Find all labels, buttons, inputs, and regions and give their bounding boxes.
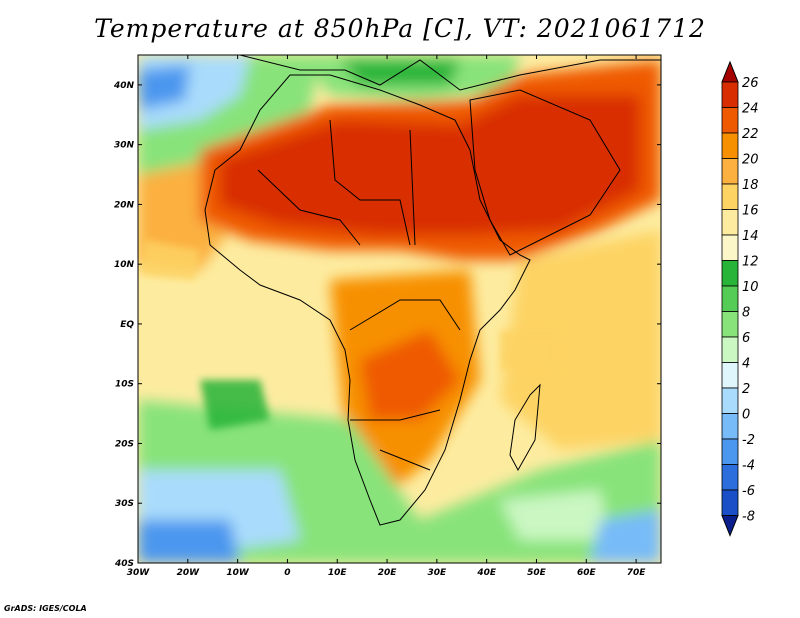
lon-tick-label: 70E bbox=[627, 568, 647, 578]
colorbar-max-triangle bbox=[721, 60, 739, 83]
lon-tick-label: 50E bbox=[527, 568, 547, 578]
lon-tick-label: 30W bbox=[127, 568, 151, 578]
lat-tick-label: 20N bbox=[114, 200, 135, 210]
colorbar-segment bbox=[721, 464, 739, 491]
colorbar-label: 6 bbox=[742, 331, 750, 346]
colorbar-segment bbox=[721, 234, 739, 261]
colorbar-segment bbox=[721, 311, 739, 338]
lat-tick-label: 30S bbox=[115, 499, 134, 509]
colorbar-label: -2 bbox=[742, 433, 755, 448]
lon-tick-label: 30E bbox=[428, 568, 448, 578]
temperature-field bbox=[138, 55, 661, 563]
colorbar-label: 18 bbox=[742, 178, 759, 193]
colorbar-segment bbox=[721, 336, 739, 363]
lat-tick-label: 10S bbox=[115, 380, 134, 390]
colorbar-segment bbox=[721, 81, 739, 108]
colorbar-label: 10 bbox=[742, 280, 759, 295]
lat-tick-label: 20S bbox=[115, 439, 134, 449]
colorbar-label: 0 bbox=[742, 408, 750, 423]
longitude-axis: 30W 20W 10W 0 10E 20E 30E 40E 50E 60E 70E bbox=[127, 55, 647, 578]
colorbar-segment bbox=[721, 132, 739, 159]
lat-tick-label: EQ bbox=[120, 320, 134, 330]
colorbar-label: -8 bbox=[742, 510, 755, 525]
colorbar-segment bbox=[721, 183, 739, 210]
lat-tick-label: 10N bbox=[114, 260, 135, 270]
colorbar-segment bbox=[721, 438, 739, 465]
lon-tick-label: 20E bbox=[378, 568, 398, 578]
colorbar-segment bbox=[721, 209, 739, 236]
map-frame bbox=[137, 54, 662, 564]
colorbar-label: 16 bbox=[742, 204, 759, 219]
colorbar-segment bbox=[721, 285, 739, 312]
lat-tick-label: 40S bbox=[114, 559, 134, 569]
colorbar-segment bbox=[721, 387, 739, 414]
lon-tick-label: 20W bbox=[177, 568, 201, 578]
colorbar-label: 22 bbox=[742, 127, 759, 142]
colorbar-label: 14 bbox=[742, 229, 759, 244]
lon-tick-label: 0 bbox=[284, 568, 290, 578]
colorbar-label: 26 bbox=[742, 76, 759, 91]
lon-tick-label: 10E bbox=[328, 568, 348, 578]
colorbar-segment bbox=[721, 260, 739, 287]
map-title: Temperature at 850hPa [C], VT: 202106171… bbox=[94, 14, 706, 43]
colorbar-label: 20 bbox=[742, 153, 759, 168]
colorbar-label: 12 bbox=[742, 255, 759, 270]
colorbar-label: 2 bbox=[742, 382, 750, 397]
colorbar-segment bbox=[721, 158, 739, 185]
colorbar-segment bbox=[721, 489, 739, 516]
colorbar-label: 4 bbox=[742, 357, 750, 372]
colorbar-label: -6 bbox=[742, 484, 755, 499]
colorbar-min-triangle bbox=[721, 515, 739, 537]
colorbar-segment bbox=[721, 413, 739, 440]
lon-tick-label: 60E bbox=[577, 568, 597, 578]
colorbar-label: 24 bbox=[742, 102, 759, 117]
coastlines bbox=[204, 55, 661, 526]
latitude-axis: 40N 30N 20N 10N EQ 10S 20S 30S 40S bbox=[113, 81, 661, 569]
lon-tick-label: 40E bbox=[476, 568, 497, 578]
lat-tick-label: 30N bbox=[114, 141, 135, 151]
colorbar-label: -4 bbox=[742, 459, 755, 474]
lat-tick-label: 40N bbox=[113, 81, 135, 91]
colorbar-segment bbox=[721, 362, 739, 389]
colorbar-label: 8 bbox=[742, 306, 750, 321]
credit-text: GrADS: IGES/COLA bbox=[4, 604, 87, 613]
lon-tick-label: 10W bbox=[226, 568, 250, 578]
colorbar-segment bbox=[721, 107, 739, 134]
